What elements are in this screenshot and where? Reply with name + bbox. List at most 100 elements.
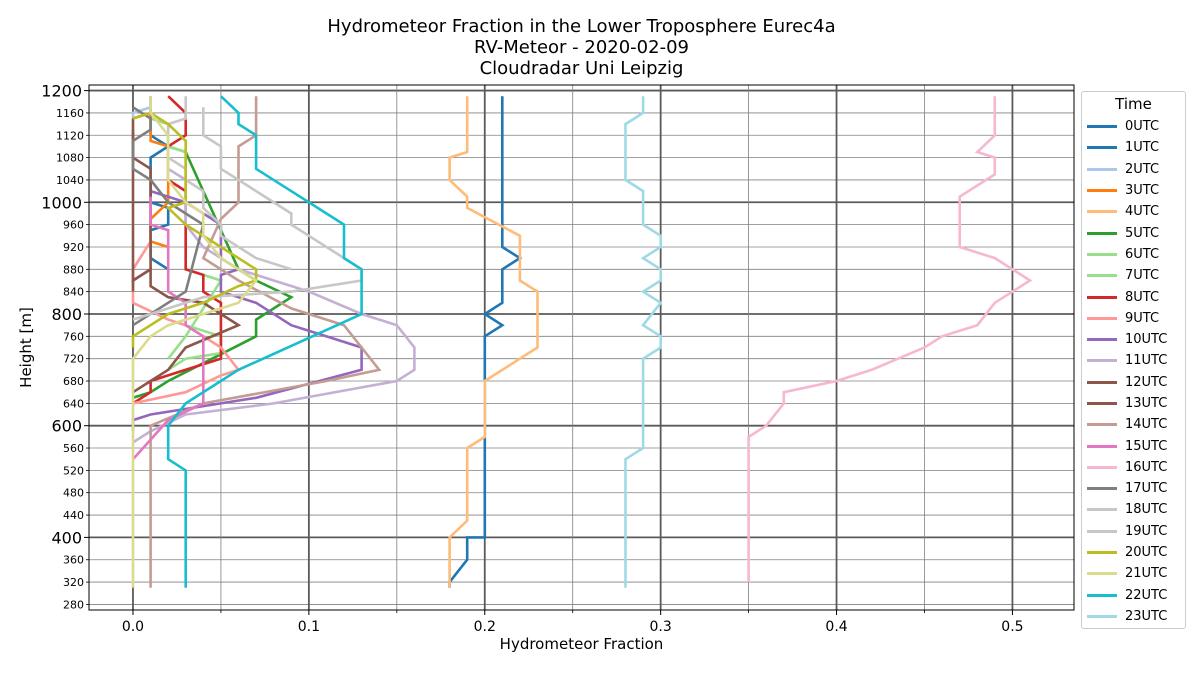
legend-swatch xyxy=(1087,551,1117,555)
y-minor-tick-label: 640 xyxy=(63,397,84,410)
legend-swatch xyxy=(1087,465,1117,469)
x-tick-label: 0.1 xyxy=(298,619,320,635)
y-major-tick-label: 600 xyxy=(51,417,82,436)
legend-swatch xyxy=(1087,295,1117,299)
series-line-8utc xyxy=(132,95,223,405)
legend-swatch xyxy=(1087,274,1117,278)
legend-item: 18UTC xyxy=(1082,499,1185,520)
legend-item: 17UTC xyxy=(1082,478,1185,499)
legend-item: 6UTC xyxy=(1082,244,1185,265)
legend-item: 7UTC xyxy=(1082,265,1185,286)
legend-label: 15UTC xyxy=(1125,438,1168,454)
legend-swatch xyxy=(1087,487,1117,491)
legend-swatch xyxy=(1087,593,1117,597)
legend-swatch xyxy=(1087,210,1117,214)
legend-item: 8UTC xyxy=(1082,286,1185,307)
y-major-tick-label: 1200 xyxy=(41,82,82,101)
y-minor-tick-label: 1160 xyxy=(56,107,84,120)
y-minor-tick-label: 720 xyxy=(63,353,84,366)
x-tick-label: 0.0 xyxy=(122,619,144,635)
series-line-16utc xyxy=(747,96,1033,583)
series-line-21utc xyxy=(131,96,259,588)
y-minor-tick-label: 280 xyxy=(63,598,84,611)
legend-swatch xyxy=(1087,402,1117,405)
legend: Time 0UTC 1UTC 2UTC 3UTC 4UTC 5UTC 6UTC 7UTC 8UT… xyxy=(1081,91,1186,629)
legend-swatch xyxy=(1087,189,1117,193)
legend-swatch xyxy=(1087,380,1117,384)
legend-swatch xyxy=(1087,252,1117,256)
legend-swatch xyxy=(1087,146,1117,150)
legend-label: 5UTC xyxy=(1125,225,1160,241)
series-line-17utc xyxy=(131,106,205,327)
legend-label: 23UTC xyxy=(1125,608,1168,624)
y-minor-tick-label: 960 xyxy=(63,219,84,232)
y-minor-tick-label: 760 xyxy=(63,330,84,343)
legend-item: 21UTC xyxy=(1082,563,1185,584)
legend-swatch xyxy=(1087,338,1117,342)
x-tick-label: 0.4 xyxy=(825,619,847,635)
series-lines xyxy=(131,95,1033,588)
legend-label: 22UTC xyxy=(1125,587,1168,603)
legend-swatch xyxy=(1087,572,1117,576)
legend-item: 10UTC xyxy=(1082,329,1185,350)
legend-label: 20UTC xyxy=(1125,545,1168,561)
legend-label: 1UTC xyxy=(1125,140,1160,156)
legend-label: 8UTC xyxy=(1125,289,1160,305)
legend-label: 17UTC xyxy=(1125,481,1168,497)
legend-swatch xyxy=(1087,231,1117,235)
series-line-19utc xyxy=(166,96,292,271)
series-line-4utc xyxy=(448,96,539,588)
y-minor-tick-label: 360 xyxy=(63,554,84,567)
y-minor-tick-label: 1080 xyxy=(56,152,84,165)
axis-ticks: 1160 1120 1080 1040 960 920 880 840 760 720 680 640… xyxy=(41,82,1023,635)
legend-item: 19UTC xyxy=(1082,521,1185,542)
legend-label: 18UTC xyxy=(1125,502,1168,518)
legend-label: 9UTC xyxy=(1125,310,1160,326)
chart-title-line-3: Cloudradar Uni Leipzig xyxy=(479,58,684,79)
legend-label: 14UTC xyxy=(1125,417,1168,433)
y-major-tick-label: 800 xyxy=(51,305,82,324)
legend-swatch xyxy=(1087,359,1117,363)
legend-label: 11UTC xyxy=(1125,353,1168,369)
chart-title-line-1: Hydrometeor Fraction in the Lower Tropos… xyxy=(327,16,836,37)
x-tick-label: 0.2 xyxy=(474,619,496,635)
legend-item: 20UTC xyxy=(1082,542,1185,563)
y-minor-tick-label: 1040 xyxy=(56,174,84,187)
legend-swatch xyxy=(1087,316,1117,320)
legend-label: 21UTC xyxy=(1125,566,1168,582)
legend-swatch xyxy=(1087,125,1117,129)
x-tick-label: 0.5 xyxy=(1001,619,1023,635)
y-minor-tick-label: 320 xyxy=(63,576,84,589)
legend-item: 23UTC xyxy=(1082,606,1185,627)
legend-item: 4UTC xyxy=(1082,201,1185,222)
y-major-tick-label: 1000 xyxy=(41,193,82,212)
y-minor-tick-label: 480 xyxy=(63,487,84,500)
legend-swatch xyxy=(1087,614,1117,618)
legend-label: 12UTC xyxy=(1125,374,1168,390)
y-major-tick-label: 400 xyxy=(51,528,82,547)
legend-item: 11UTC xyxy=(1082,350,1185,371)
legend-label: 3UTC xyxy=(1125,183,1160,199)
legend-label: 6UTC xyxy=(1125,246,1160,262)
legend-items: 0UTC 1UTC 2UTC 3UTC 4UTC 5UTC 6UTC 7UTC 8UTC 9UTC… xyxy=(1082,116,1185,627)
x-axis-label: Hydrometeor Fraction xyxy=(500,635,664,653)
y-minor-tick-label: 440 xyxy=(63,509,84,522)
legend-swatch xyxy=(1087,529,1117,533)
y-minor-tick-label: 520 xyxy=(63,464,84,477)
legend-title: Time xyxy=(1115,95,1152,113)
grid xyxy=(89,85,1074,610)
legend-item: 9UTC xyxy=(1082,308,1185,329)
legend-item: 5UTC xyxy=(1082,222,1185,243)
legend-item: 22UTC xyxy=(1082,585,1185,606)
legend-label: 4UTC xyxy=(1125,204,1160,220)
legend-label: 13UTC xyxy=(1125,396,1168,411)
series-line-0utc xyxy=(448,96,523,588)
legend-swatch xyxy=(1087,167,1117,171)
legend-label: 7UTC xyxy=(1125,268,1160,284)
series-line-18utc xyxy=(132,107,363,321)
chart-title: Hydrometeor Fraction in the Lower Tropos… xyxy=(89,16,1074,79)
legend-item: 3UTC xyxy=(1082,180,1185,201)
series-line-15utc xyxy=(132,196,205,461)
y-minor-tick-label: 880 xyxy=(63,263,84,276)
